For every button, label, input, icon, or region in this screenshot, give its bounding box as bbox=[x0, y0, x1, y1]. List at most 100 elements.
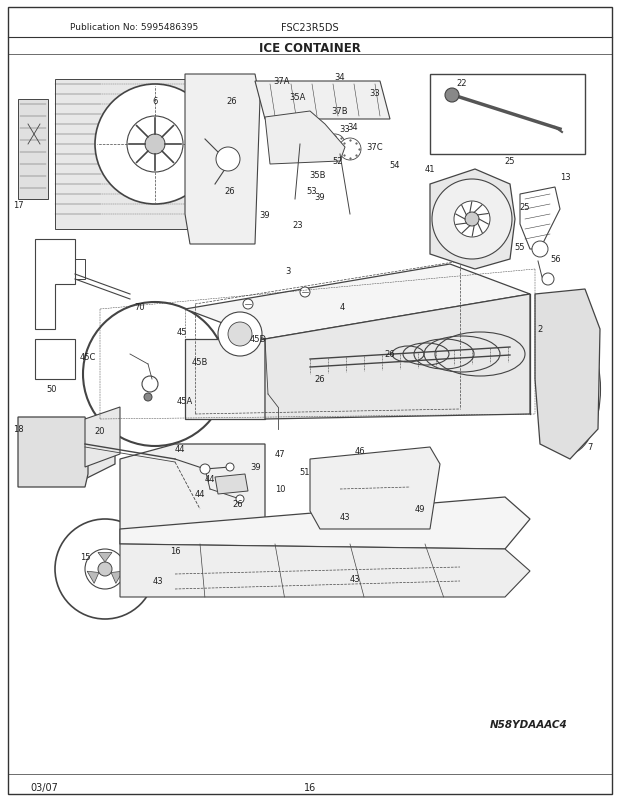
Text: 34: 34 bbox=[348, 124, 358, 132]
Polygon shape bbox=[35, 339, 75, 379]
Polygon shape bbox=[185, 75, 260, 245]
Text: 22: 22 bbox=[457, 79, 467, 88]
Circle shape bbox=[55, 520, 155, 619]
Polygon shape bbox=[520, 188, 560, 249]
Polygon shape bbox=[85, 407, 120, 468]
Text: 26: 26 bbox=[227, 97, 237, 107]
Polygon shape bbox=[18, 418, 88, 488]
Text: 17: 17 bbox=[12, 200, 24, 209]
Bar bbox=[110, 345, 138, 367]
Circle shape bbox=[218, 313, 262, 357]
Text: 56: 56 bbox=[551, 255, 561, 264]
Text: ICE CONTAINER: ICE CONTAINER bbox=[259, 42, 361, 55]
Text: 33: 33 bbox=[370, 89, 381, 99]
Text: 34: 34 bbox=[335, 74, 345, 83]
Circle shape bbox=[432, 180, 512, 260]
Polygon shape bbox=[255, 82, 390, 119]
Circle shape bbox=[292, 127, 308, 143]
Circle shape bbox=[83, 302, 227, 447]
Circle shape bbox=[236, 496, 244, 504]
Polygon shape bbox=[430, 170, 515, 269]
Text: 26: 26 bbox=[232, 500, 243, 508]
Circle shape bbox=[127, 117, 183, 172]
Text: 44: 44 bbox=[205, 475, 215, 484]
Text: 54: 54 bbox=[390, 160, 401, 169]
Text: 13: 13 bbox=[560, 173, 570, 182]
Text: 18: 18 bbox=[12, 425, 24, 434]
Polygon shape bbox=[98, 553, 112, 562]
Circle shape bbox=[216, 148, 240, 172]
Text: 26: 26 bbox=[315, 375, 326, 384]
Text: 41: 41 bbox=[425, 165, 435, 174]
Circle shape bbox=[465, 213, 479, 227]
Polygon shape bbox=[215, 475, 248, 494]
Polygon shape bbox=[120, 497, 530, 549]
Polygon shape bbox=[535, 290, 600, 460]
Polygon shape bbox=[185, 339, 265, 419]
Polygon shape bbox=[35, 240, 75, 330]
Circle shape bbox=[532, 241, 548, 257]
Polygon shape bbox=[85, 419, 115, 480]
Text: FSC23R5DS: FSC23R5DS bbox=[281, 23, 339, 33]
Text: 39: 39 bbox=[260, 210, 270, 219]
Polygon shape bbox=[87, 572, 99, 584]
Text: Publication No: 5995486395: Publication No: 5995486395 bbox=[70, 23, 198, 32]
Text: 45D: 45D bbox=[249, 335, 267, 344]
Circle shape bbox=[200, 464, 210, 475]
Circle shape bbox=[454, 202, 490, 237]
Text: 45B: 45B bbox=[192, 358, 208, 367]
Text: 26: 26 bbox=[224, 187, 236, 196]
Text: N58YDAAAC4: N58YDAAAC4 bbox=[490, 719, 568, 729]
Circle shape bbox=[325, 135, 345, 155]
Polygon shape bbox=[55, 80, 235, 229]
Text: 44: 44 bbox=[195, 490, 205, 499]
Polygon shape bbox=[18, 100, 48, 200]
Circle shape bbox=[38, 437, 62, 461]
Text: 25: 25 bbox=[505, 157, 515, 166]
Text: 44: 44 bbox=[175, 445, 185, 454]
Text: 43: 43 bbox=[350, 575, 360, 584]
Text: 53: 53 bbox=[307, 187, 317, 196]
Circle shape bbox=[243, 300, 253, 310]
Polygon shape bbox=[120, 444, 265, 545]
Text: 15: 15 bbox=[80, 553, 91, 561]
Polygon shape bbox=[310, 448, 440, 529]
Text: 25: 25 bbox=[520, 203, 530, 213]
Circle shape bbox=[142, 376, 158, 392]
Text: 50: 50 bbox=[46, 385, 57, 394]
Polygon shape bbox=[120, 545, 530, 597]
Text: 37A: 37A bbox=[274, 78, 290, 87]
Text: 47: 47 bbox=[275, 450, 285, 459]
Circle shape bbox=[98, 562, 112, 577]
Polygon shape bbox=[25, 429, 85, 475]
Polygon shape bbox=[111, 572, 123, 584]
Text: 6: 6 bbox=[153, 97, 157, 107]
Circle shape bbox=[228, 322, 252, 346]
Text: 35B: 35B bbox=[310, 170, 326, 180]
Circle shape bbox=[226, 464, 234, 472]
Bar bbox=[340, 472, 410, 486]
Bar bbox=[430, 75, 585, 155]
Text: 23: 23 bbox=[293, 221, 303, 229]
Text: 35A: 35A bbox=[289, 93, 305, 103]
Text: 3: 3 bbox=[285, 267, 291, 276]
Text: 55: 55 bbox=[515, 243, 525, 252]
Text: 45: 45 bbox=[177, 328, 187, 337]
Bar bbox=[55, 260, 85, 280]
Circle shape bbox=[339, 139, 361, 160]
Circle shape bbox=[300, 288, 310, 298]
Circle shape bbox=[145, 135, 165, 155]
Text: 43: 43 bbox=[153, 577, 163, 585]
Circle shape bbox=[85, 549, 125, 589]
Text: 37B: 37B bbox=[332, 107, 348, 116]
Text: 33: 33 bbox=[340, 125, 350, 134]
Polygon shape bbox=[265, 294, 530, 419]
Text: 03/07: 03/07 bbox=[30, 782, 58, 792]
Bar bbox=[138, 347, 160, 363]
Circle shape bbox=[445, 89, 459, 103]
Bar bbox=[110, 370, 130, 387]
Text: 49: 49 bbox=[415, 505, 425, 514]
Text: 10: 10 bbox=[275, 485, 285, 494]
Text: 46: 46 bbox=[355, 447, 365, 456]
Polygon shape bbox=[185, 265, 530, 339]
